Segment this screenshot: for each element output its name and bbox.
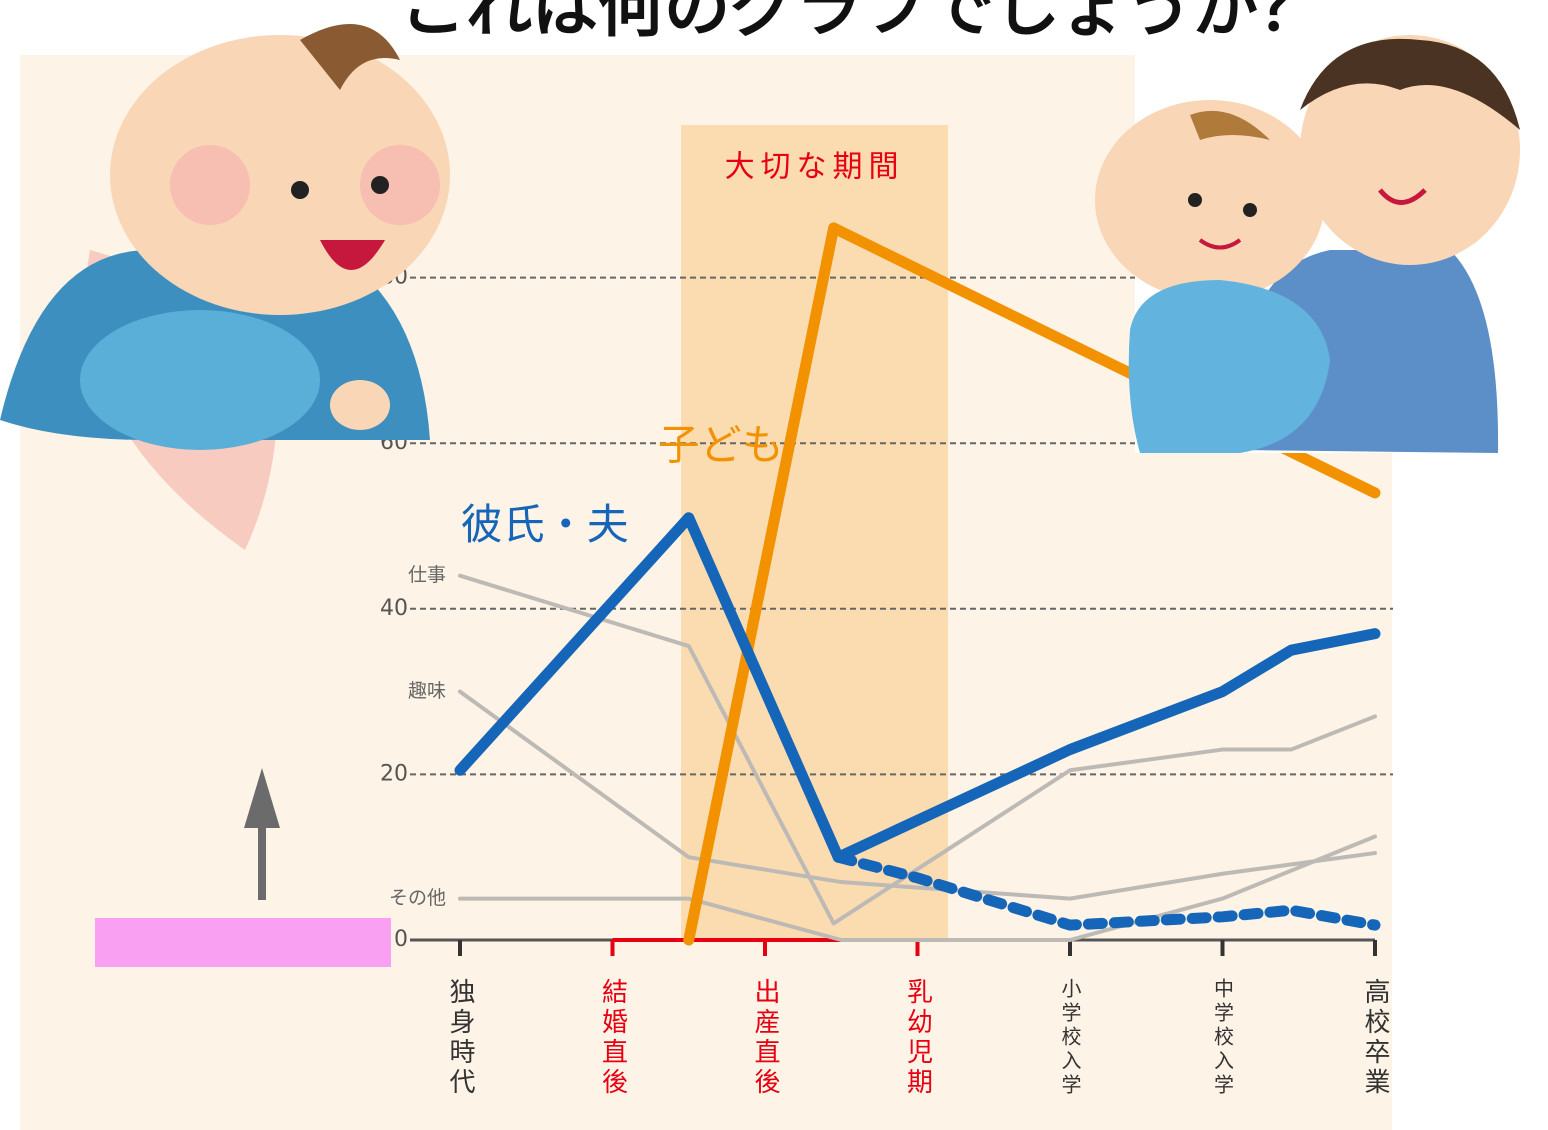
series-label: 子ども <box>658 420 784 469</box>
highlight-band <box>681 125 948 940</box>
series-label: 彼氏・夫 <box>461 500 629 549</box>
x-tick-label: 独身時代 <box>445 978 475 1098</box>
series-label: 趣味 <box>408 680 446 702</box>
y-tick-label: 0 <box>394 927 408 952</box>
x-tick-label: 中学校入学 <box>1211 978 1235 1098</box>
parent-illustration <box>1095 35 1520 453</box>
x-tick-label: 乳幼児期 <box>903 978 933 1098</box>
x-tick-label: 結婚直後 <box>598 978 628 1098</box>
y-tick-label: 40 <box>380 596 408 621</box>
series-label: 仕事 <box>408 564 446 586</box>
highlight-label: 大切な期間 <box>725 150 905 185</box>
redaction <box>95 918 391 967</box>
chart-title: これは何のグラフでしょうか？ <box>400 0 1324 46</box>
x-tick-label: 小学校入学 <box>1058 978 1082 1098</box>
y-tick-label: 20 <box>380 761 408 786</box>
chart: 大切な期間020406080独身時代結婚直後出産直後乳幼児期小学校入学中学校入学… <box>0 0 1548 1130</box>
x-tick-label: 出産直後 <box>750 978 780 1098</box>
series-label: その他 <box>389 887 446 909</box>
x-tick-label: 高校卒業 <box>1360 978 1390 1098</box>
